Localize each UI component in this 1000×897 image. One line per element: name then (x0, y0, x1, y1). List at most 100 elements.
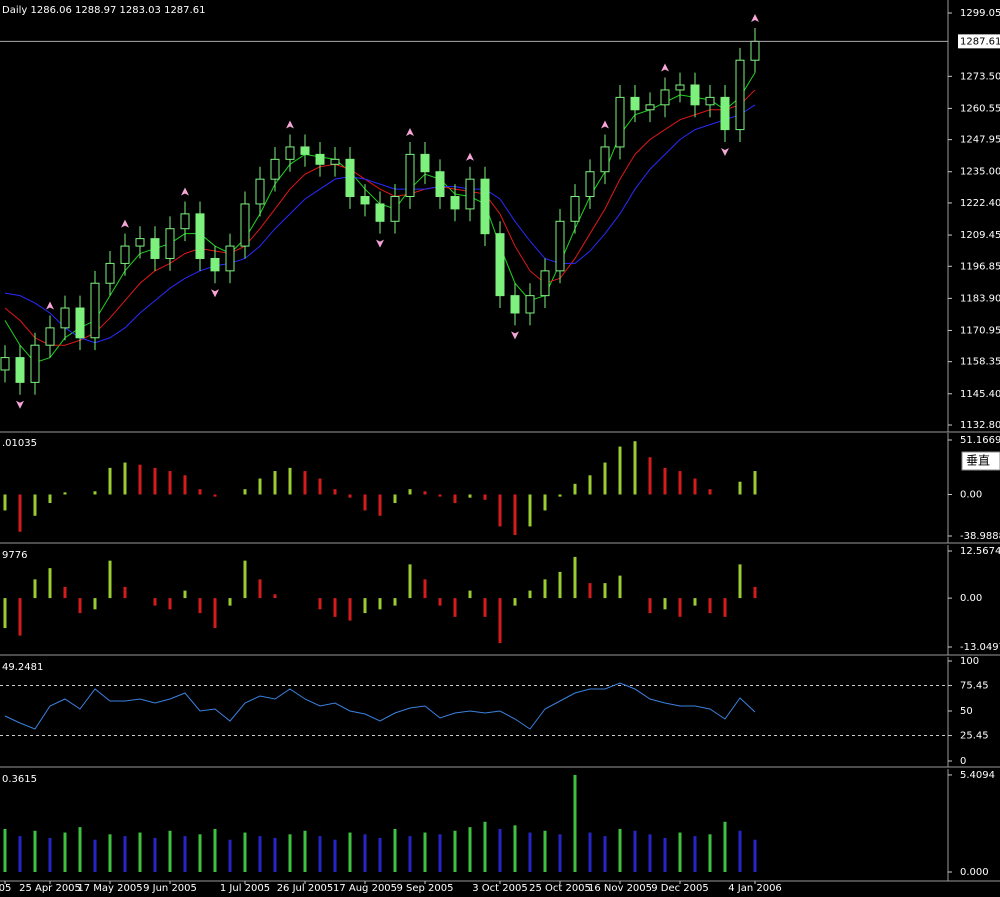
histogram-bar (543, 494, 547, 511)
histogram-bar (78, 827, 82, 873)
fractal-up (286, 120, 294, 129)
histogram-bar (63, 492, 67, 495)
candle-body (405, 153, 415, 198)
histogram-bar (378, 837, 382, 873)
histogram-bar (393, 494, 397, 504)
histogram-bar (198, 489, 202, 495)
histogram-bar (558, 494, 562, 497)
candle-body (600, 146, 610, 173)
fractal-up (406, 127, 414, 136)
fractal-down (16, 400, 24, 409)
histogram-bar (453, 830, 457, 873)
histogram-bar (183, 475, 187, 495)
panel-title: .01035 (2, 438, 37, 449)
histogram-bar (258, 579, 262, 599)
y-tick-label: 100 (960, 656, 979, 667)
histogram-bar (423, 491, 427, 495)
y-tick-label: 1196.85 (960, 261, 1000, 272)
histogram-bar (663, 467, 667, 495)
y-tick-label: 25.45 (960, 731, 989, 742)
histogram-bar (558, 834, 562, 873)
histogram-bar (603, 462, 607, 495)
candle-body (480, 178, 490, 235)
histogram-bar (333, 598, 337, 617)
histogram-bar (738, 481, 742, 495)
histogram-bar (438, 494, 442, 497)
panel-title: 9776 (2, 550, 27, 561)
histogram-bar (738, 564, 742, 599)
histogram-bar (228, 839, 232, 873)
candle-body (315, 153, 325, 165)
histogram-bar (108, 560, 112, 599)
histogram-bar (3, 828, 7, 873)
histogram-bar (723, 821, 727, 873)
histogram-bar (378, 494, 382, 516)
histogram-bar (513, 598, 517, 606)
histogram-bar (408, 564, 412, 599)
candle-body (615, 96, 625, 148)
histogram-bar (603, 836, 607, 873)
histogram-bar (168, 471, 172, 495)
histogram-bar (153, 467, 157, 495)
candle-body (555, 220, 565, 272)
y-tick-label: 1260.55 (960, 103, 1000, 114)
panel-title: 0.3615 (2, 774, 37, 785)
candle-body (165, 228, 175, 259)
x-tick-label: 17 May 2005 (77, 883, 142, 894)
y-tick-label: 1209.45 (960, 230, 1000, 241)
candle-body (735, 59, 745, 131)
candle-body (645, 104, 655, 111)
histogram-bar (678, 832, 682, 873)
histogram-bar (678, 598, 682, 617)
histogram-bar (318, 836, 322, 873)
candle-body (240, 203, 250, 247)
histogram-bar (588, 475, 592, 495)
histogram-bar (243, 560, 247, 599)
candle-body (60, 307, 70, 329)
y-tick-label: 0.00 (960, 489, 982, 500)
histogram-bar (33, 579, 37, 599)
panel-title: Daily 1286.06 1288.97 1283.03 1287.61 (2, 5, 205, 16)
candle-body (300, 146, 310, 155)
candle-body (255, 178, 265, 205)
histogram-bar (438, 598, 442, 606)
y-tick-label: 1299.05 (960, 8, 1000, 19)
histogram-bar (558, 571, 562, 599)
histogram-bar (108, 467, 112, 495)
candle-body (690, 84, 700, 106)
x-tick-label: 26 Jul 2005 (277, 883, 334, 894)
histogram-bar (498, 828, 502, 873)
histogram-bar (303, 830, 307, 873)
histogram-bar (243, 832, 247, 873)
histogram-bar (63, 832, 67, 873)
histogram-bar (348, 598, 352, 621)
histogram-bar (438, 834, 442, 873)
histogram-bar (318, 478, 322, 495)
histogram-bar (213, 494, 217, 497)
histogram-bar (528, 832, 532, 873)
y-tick-label: -38.9888 (960, 531, 1000, 542)
histogram-bar (228, 598, 232, 606)
histogram-bar (93, 839, 97, 873)
histogram-bar (348, 494, 352, 498)
histogram-bar (753, 471, 757, 495)
candle-body (510, 295, 520, 314)
histogram-bar (633, 441, 637, 495)
histogram-bar (78, 598, 82, 614)
histogram-bar (753, 839, 757, 873)
x-tick-label: 9 Dec 2005 (651, 883, 709, 894)
fractal-up (661, 63, 669, 72)
candle-body (630, 96, 640, 111)
moving-average (4, 89, 756, 346)
x-tick-label: 9 Jun 2005 (143, 883, 197, 894)
fractal-up (121, 219, 129, 228)
candle-body (45, 327, 55, 346)
fractal-down (376, 239, 384, 248)
histogram-bar (138, 832, 142, 873)
y-tick-label: 1235.00 (960, 167, 1000, 178)
y-tick-label: 0.000 (960, 867, 989, 878)
histogram-bar (618, 575, 622, 599)
y-tick-label: 50 (960, 706, 973, 717)
x-tick-label: 1 Jul 2005 (220, 883, 270, 894)
